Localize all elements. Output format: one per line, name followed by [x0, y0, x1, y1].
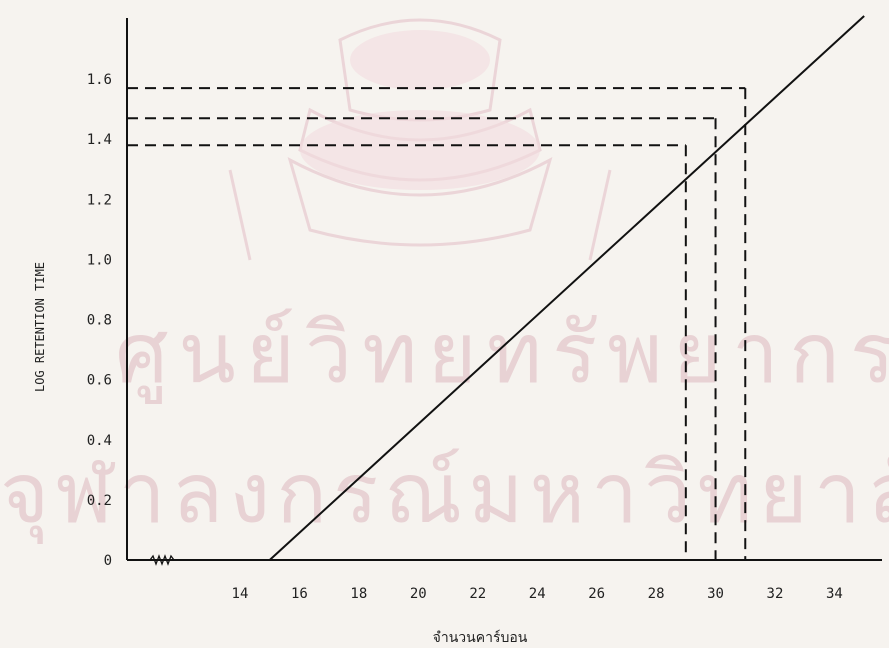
x-tick-label: 20 [410, 586, 427, 602]
y-tick-label: 1.2 [87, 192, 112, 208]
y-tick-label: 0.6 [87, 373, 112, 389]
x-axis-label: จำนวนคาร์บอน [433, 629, 528, 646]
y-tick-label: 1.0 [87, 252, 112, 268]
x-tick-label: 16 [291, 586, 308, 602]
watermark-text-line-1: ศูนย์วิทยทรัพยากร [115, 304, 889, 402]
x-tick-label: 18 [350, 586, 367, 602]
x-tick-label: 34 [826, 586, 843, 602]
university-emblem-watermark [228, 18, 612, 261]
y-axis-label: LOG RETENTION TIME [33, 262, 47, 392]
y-tick-label: 1.4 [87, 132, 112, 148]
calibration-line [269, 15, 865, 561]
x-tick-label: 26 [588, 586, 605, 602]
x-tick-label: 32 [767, 586, 784, 602]
y-tick-label: 1.6 [87, 72, 112, 88]
x-tick-label: 22 [469, 586, 486, 602]
x-tick-label: 30 [707, 586, 724, 602]
y-tick-label: 0.8 [87, 313, 112, 329]
y-tick-label: 0 [104, 553, 112, 569]
axis-break-mark [149, 554, 175, 566]
x-tick-label: 14 [232, 586, 249, 602]
x-tick-label: 28 [648, 586, 665, 602]
x-tick-label: 24 [529, 586, 546, 602]
watermark-text-line-2: จุฬาลงกรณ์มหาวิทยาลัย [0, 444, 889, 542]
y-tick-label: 0.4 [87, 433, 112, 449]
y-tick-label: 0.2 [87, 493, 112, 509]
